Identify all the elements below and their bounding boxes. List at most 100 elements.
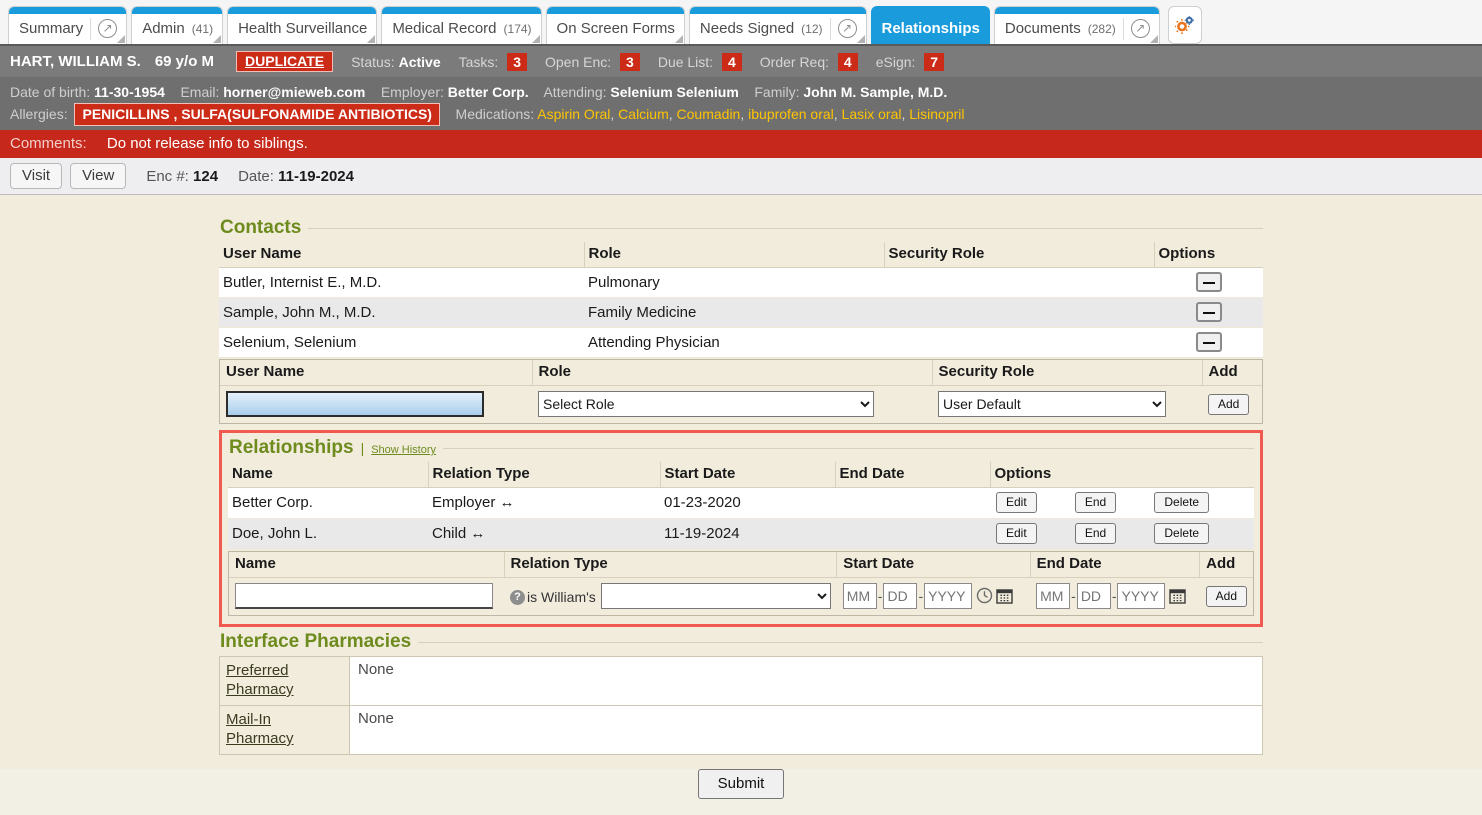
order-req-counter[interactable]: Order Req: 4 bbox=[759, 52, 858, 71]
relationships-add-col-end-date: End Date bbox=[1030, 552, 1201, 578]
tab-count: (12) bbox=[801, 22, 823, 36]
contact-security-role-select[interactable]: User Default bbox=[938, 391, 1166, 417]
dob-value: 11-30-1954 bbox=[94, 84, 165, 100]
tab-admin[interactable]: Admin (41) bbox=[131, 6, 224, 44]
end-relationship-button[interactable]: End bbox=[1074, 492, 1117, 513]
calendar-icon[interactable] bbox=[1169, 587, 1187, 608]
pharmacies-title-row: Interface Pharmacies bbox=[219, 631, 1263, 656]
tab-documents[interactable]: Documents (282) ↗ bbox=[993, 6, 1160, 44]
delete-relationship-button[interactable]: Delete bbox=[1154, 523, 1210, 544]
esign-count-badge: 7 bbox=[924, 52, 945, 71]
tab-corner-icon bbox=[367, 35, 376, 43]
medication-item[interactable]: Aspirin Oral bbox=[537, 106, 611, 122]
email-label: Email: bbox=[180, 84, 220, 100]
due-list-count-badge: 4 bbox=[721, 52, 742, 71]
order-req-label: Order Req: bbox=[759, 53, 830, 70]
calendar-icon[interactable] bbox=[996, 587, 1013, 608]
relationship-start-date: 01-23-2020 bbox=[660, 487, 835, 519]
preferred-pharmacy-label-cell: Preferred Pharmacy bbox=[219, 656, 350, 706]
order-req-count-badge: 4 bbox=[837, 52, 858, 71]
relationship-name-input[interactable] bbox=[235, 583, 493, 609]
end-date-year-input[interactable] bbox=[1117, 583, 1166, 609]
start-date-day-input[interactable] bbox=[883, 583, 918, 609]
table-row: Mail-In Pharmacy None bbox=[219, 705, 1263, 755]
encounter-date-field: Date: 11-19-2024 bbox=[238, 168, 354, 185]
visit-button[interactable]: Visit bbox=[10, 163, 63, 189]
preferred-pharmacy-link-line2[interactable]: Pharmacy bbox=[226, 681, 294, 698]
tab-label: Health Surveillance bbox=[238, 19, 368, 37]
end-date-month-input[interactable] bbox=[1036, 583, 1071, 609]
tab-summary[interactable]: Summary ↗ bbox=[8, 6, 128, 44]
relationships-add-panel: Name Relation Type Start Date End Date A… bbox=[228, 551, 1254, 616]
tab-medical-record[interactable]: Medical Record (174) bbox=[381, 6, 542, 44]
contacts-add-col-role: Role bbox=[532, 360, 933, 386]
start-date-year-input[interactable] bbox=[924, 583, 973, 609]
show-history-link[interactable]: Show History bbox=[371, 444, 437, 456]
open-enc-counter[interactable]: Open Enc: 3 bbox=[545, 52, 640, 71]
due-list-counter[interactable]: Due List: 4 bbox=[657, 52, 742, 71]
encounter-number-label: Enc #: bbox=[146, 167, 189, 185]
contact-role: Attending Physician bbox=[584, 327, 884, 358]
view-button[interactable]: View bbox=[70, 163, 127, 189]
clock-icon[interactable] bbox=[976, 587, 993, 608]
edit-relationship-button[interactable]: Edit bbox=[996, 523, 1037, 544]
title-rule bbox=[308, 227, 1263, 229]
due-list-label: Due List: bbox=[657, 53, 714, 70]
contact-role: Family Medicine bbox=[584, 297, 884, 328]
esign-label: eSign: bbox=[875, 53, 916, 70]
mail-in-pharmacy-link-line1[interactable]: Mail-In bbox=[226, 711, 272, 728]
end-date-day-input[interactable] bbox=[1076, 583, 1111, 609]
add-relationship-button[interactable]: Add bbox=[1205, 585, 1247, 607]
allergies-badge[interactable]: PENICILLINS , SULFA(SULFONAMIDE ANTIBIOT… bbox=[74, 103, 440, 126]
duplicate-badge[interactable]: DUPLICATE bbox=[236, 51, 334, 72]
attending-value: Selenium Selenium bbox=[610, 84, 739, 100]
relationship-type-select[interactable] bbox=[600, 583, 831, 609]
question-mark-icon[interactable]: ? bbox=[510, 589, 525, 605]
mail-in-pharmacy-link-line2[interactable]: Pharmacy bbox=[226, 730, 294, 747]
start-date-month-input[interactable] bbox=[842, 583, 877, 609]
delete-relationship-button[interactable]: Delete bbox=[1154, 492, 1210, 513]
remove-contact-button[interactable] bbox=[1195, 272, 1222, 292]
contacts-add-col-security-role: Security Role bbox=[932, 360, 1203, 386]
popout-icon[interactable]: ↗ bbox=[98, 18, 118, 38]
relationship-end-date bbox=[835, 487, 990, 519]
settings-button[interactable] bbox=[1167, 6, 1202, 44]
tab-relationships[interactable]: Relationships bbox=[870, 6, 990, 44]
encounter-number-field: Enc #: 124 bbox=[146, 168, 218, 185]
edit-relationship-button[interactable]: Edit bbox=[996, 492, 1037, 513]
contacts-add-row: Select Role User Default Add bbox=[220, 385, 1262, 423]
medication-item[interactable]: Lasix oral bbox=[841, 106, 902, 122]
medication-item[interactable]: Calcium bbox=[618, 106, 669, 122]
medication-item[interactable]: Lisinopril bbox=[909, 106, 965, 122]
contacts-add-role-cell: Select Role bbox=[532, 385, 932, 423]
tab-needs-signed[interactable]: Needs Signed (12) ↗ bbox=[688, 6, 867, 44]
preferred-pharmacy-link-line1[interactable]: Preferred bbox=[226, 662, 289, 679]
contacts-add-user-name-cell bbox=[220, 385, 532, 423]
tab-bar: Summary ↗ Admin (41) Health Surveillance… bbox=[0, 0, 1482, 46]
end-relationship-button[interactable]: End bbox=[1074, 523, 1117, 544]
bidirectional-arrow-icon: ↔ bbox=[499, 494, 515, 511]
remove-contact-button[interactable] bbox=[1195, 332, 1222, 352]
tab-health-surveillance[interactable]: Health Surveillance bbox=[227, 6, 378, 44]
relationship-type: Child bbox=[432, 525, 467, 542]
popout-icon[interactable]: ↗ bbox=[1130, 18, 1150, 38]
relationships-add-table: Name Relation Type Start Date End Date A… bbox=[229, 552, 1253, 615]
tasks-counter[interactable]: Tasks: 3 bbox=[459, 52, 527, 71]
relationships-add-header-row: Name Relation Type Start Date End Date A… bbox=[229, 552, 1253, 578]
relationship-options-cell: Edit End Delete bbox=[990, 518, 1254, 550]
medication-item[interactable]: ibuprofen oral bbox=[748, 106, 834, 122]
patient-name: HART, WILLIAM S. bbox=[10, 53, 141, 70]
popout-icon[interactable]: ↗ bbox=[837, 18, 857, 38]
submit-button[interactable]: Submit bbox=[697, 769, 785, 799]
contacts-col-options: Options bbox=[1154, 242, 1263, 268]
table-row: Better Corp. Employer ↔ 01-23-2020 Edit … bbox=[228, 487, 1254, 519]
remove-contact-button[interactable] bbox=[1195, 302, 1222, 322]
tab-on-screen-forms[interactable]: On Screen Forms bbox=[545, 6, 685, 44]
medication-item[interactable]: Coumadin bbox=[676, 106, 741, 122]
table-row: Sample, John M., M.D. Family Medicine bbox=[219, 297, 1263, 328]
add-contact-button[interactable]: Add bbox=[1208, 393, 1250, 415]
contact-role-select[interactable]: Select Role bbox=[538, 391, 874, 417]
esign-counter[interactable]: eSign: 7 bbox=[875, 52, 945, 71]
contact-security-role bbox=[884, 327, 1154, 358]
contact-user-name-input[interactable] bbox=[226, 391, 484, 417]
